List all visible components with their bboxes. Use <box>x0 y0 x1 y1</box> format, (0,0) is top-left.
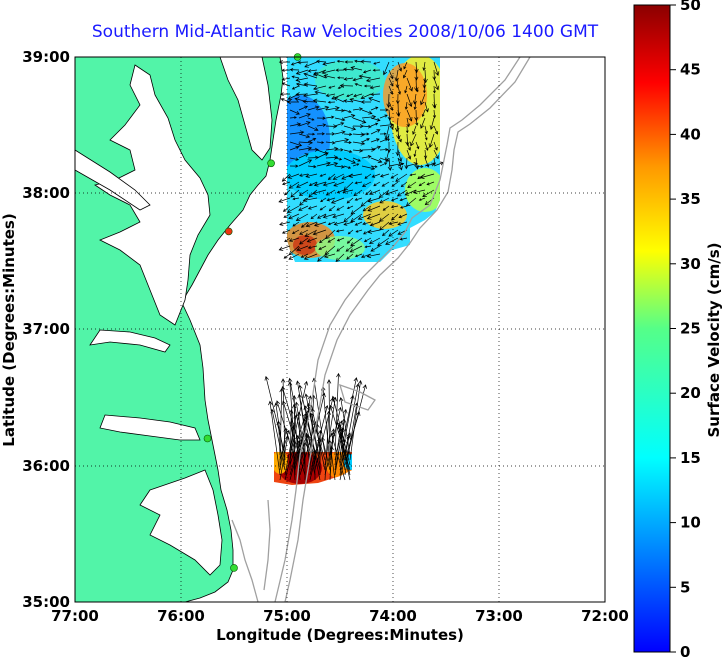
station-marker <box>203 434 212 443</box>
pamlico-sound <box>139 469 223 576</box>
station-marker <box>224 227 233 236</box>
station-marker <box>267 159 275 168</box>
y-tick-label: 36:00 <box>22 457 70 475</box>
chesapeake-bay <box>94 64 211 326</box>
james-river <box>89 329 171 353</box>
map-title: Southern Mid-Atlantic Raw Velocities 200… <box>91 22 599 42</box>
x-tick-label: 73:00 <box>475 607 523 625</box>
x-axis-label: Longitude (Degrees:Minutes) <box>216 626 464 644</box>
colorbar-tick-label: 45 <box>680 61 701 79</box>
colorbar-tick-label: 10 <box>680 514 701 532</box>
colorbar-tick-label: 50 <box>680 0 701 14</box>
colorbar-tick-label: 30 <box>680 255 701 273</box>
x-tick-label: 76:00 <box>157 607 205 625</box>
y-axis: 39:00 38:00 37:00 36:00 35:00 Latitude (… <box>0 48 70 611</box>
colorbar-tick-label: 40 <box>680 125 701 143</box>
y-axis-label: Latitude (Degrees:Minutes) <box>0 213 18 446</box>
bathymetry-contours <box>231 56 531 603</box>
station-marker <box>230 564 238 572</box>
colorbar-tick-label: 25 <box>680 320 701 338</box>
y-tick-label: 35:00 <box>22 593 70 611</box>
x-axis: 77:00 76:00 75:00 74:00 73:00 72:00 Long… <box>51 607 629 644</box>
delaware-bay <box>219 57 273 161</box>
colorbar: 0 5 10 15 20 25 30 35 40 45 50 Surface Velocity (c… <box>633 0 723 659</box>
y-tick-label: 37:00 <box>22 320 70 338</box>
colorbar-tick-label: 15 <box>680 449 701 467</box>
colorbar-tick-label: 5 <box>680 578 690 596</box>
y-tick-label: 38:00 <box>22 184 70 202</box>
x-tick-label: 77:00 <box>51 607 99 625</box>
colorbar-tick-label: 35 <box>680 190 701 208</box>
station-markers <box>203 53 302 572</box>
colorbar-tick-label: 0 <box>680 643 690 659</box>
grid-lines <box>75 57 605 602</box>
colorbar-tick-label: 20 <box>680 384 701 402</box>
x-tick-label: 72:00 <box>581 607 629 625</box>
potomac-river <box>75 149 151 211</box>
albemarle-sound <box>99 414 201 441</box>
colorbar-gradient <box>633 4 671 653</box>
x-tick-label: 74:00 <box>369 607 417 625</box>
velocity-vectors <box>264 59 444 481</box>
colorbar-label: Surface Velocity (cm/s) <box>705 242 723 437</box>
x-tick-label: 75:00 <box>263 607 311 625</box>
y-tick-label: 39:00 <box>22 48 70 66</box>
